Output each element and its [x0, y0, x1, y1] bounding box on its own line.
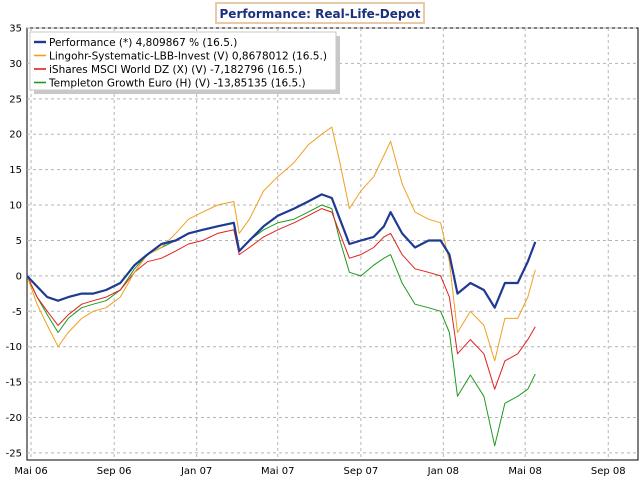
series-line-3	[26, 208, 536, 390]
y-tick-label: -20	[6, 413, 22, 424]
plot-area	[26, 27, 639, 461]
legend: Performance (*) 4,809867 % (16.5.)Lingoh…	[29, 31, 340, 94]
chart-title: Performance: Real-Life-Depot	[220, 7, 421, 21]
legend-entry: Templeton Growth Euro (H) (V) -13,85135 …	[48, 77, 306, 89]
series-line-2	[26, 126, 536, 362]
y-tick-label: -5	[12, 307, 22, 318]
legend-box	[29, 31, 337, 91]
series-line-1	[26, 193, 537, 309]
x-tick-label: Sep 07	[344, 466, 379, 477]
x-tick-label: Sep 08	[591, 466, 626, 477]
y-tick-label: 10	[9, 201, 22, 212]
chart-title-frame	[215, 2, 425, 24]
y-tick-label: -15	[6, 378, 22, 389]
y-tick-label: 0	[16, 271, 22, 282]
series-lines	[26, 126, 537, 447]
y-tick-label: 20	[9, 130, 22, 141]
y-tick-label: 15	[9, 165, 22, 176]
x-tick-label: Mai 07	[261, 466, 294, 477]
x-tick-label: Mai 06	[14, 466, 47, 477]
y-tick-label: -25	[6, 448, 22, 459]
x-tick-label: Jan 08	[427, 466, 459, 477]
y-tick-label: 25	[9, 94, 22, 105]
x-tick-label: Sep 06	[97, 466, 132, 477]
y-tick-label: 30	[9, 59, 22, 70]
x-tick-label: Mai 08	[508, 466, 541, 477]
chart-title-box: Performance: Real-Life-Depot	[215, 2, 425, 24]
y-tick-label: 5	[16, 236, 22, 247]
y-axis: 35 30 25 20 15 10 5 0 -5 -10 -15 -20 -25	[6, 24, 22, 460]
legend-entry: iShares MSCI World DZ (X) (V) -7,182796 …	[49, 64, 302, 76]
legend-entry: Lingohr-Systematic-LBB-Invest (V) 0,8678…	[49, 50, 327, 62]
x-axis: Mai 06 Sep 06 Jan 07 Mai 07 Sep 07 Jan 08 Mai …	[14, 466, 625, 477]
y-tick-label: -10	[6, 342, 22, 353]
legend-entry: Performance (*) 4,809867 % (16.5.)	[49, 37, 237, 49]
y-tick-label: 35	[9, 24, 22, 35]
series-line-4	[26, 204, 536, 447]
x-tick-label: Jan 07	[180, 466, 212, 477]
